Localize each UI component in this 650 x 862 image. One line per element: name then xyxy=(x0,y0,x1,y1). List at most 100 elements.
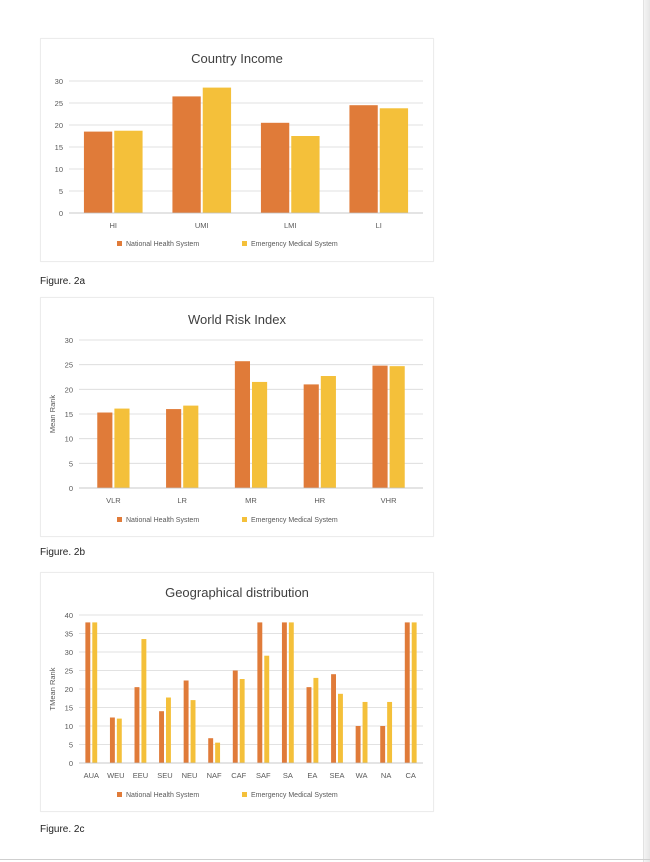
y-tick-label: 25 xyxy=(65,361,73,370)
x-tick-label: UMI xyxy=(195,221,209,230)
x-tick-label: EA xyxy=(307,771,317,780)
national-bar-li xyxy=(349,105,378,213)
emergency-bar-caf xyxy=(239,679,245,763)
national-bar-hr xyxy=(303,384,319,488)
national-bar-weu xyxy=(109,717,115,763)
emergency-bar-wa xyxy=(362,701,368,763)
chart-title: Country Income xyxy=(191,51,283,66)
x-tick-label: VHR xyxy=(381,496,397,505)
x-tick-label: SEU xyxy=(157,771,172,780)
y-tick-label: 20 xyxy=(65,685,73,694)
emergency-bar-ca xyxy=(411,622,417,763)
x-tick-label: NEU xyxy=(182,771,198,780)
emergency-bar-sa xyxy=(288,622,294,763)
x-tick-label: WEU xyxy=(107,771,125,780)
x-tick-label: LR xyxy=(177,496,187,505)
chart-title: World Risk Index xyxy=(188,312,287,327)
y-tick-label: 5 xyxy=(69,741,73,750)
emergency-bar-mr xyxy=(252,381,268,488)
legend-label: National Health System xyxy=(126,517,199,524)
emergency-bar-aua xyxy=(92,622,98,763)
national-bar-ca xyxy=(404,622,410,763)
y-tick-label: 20 xyxy=(55,121,63,130)
y-tick-label: 10 xyxy=(55,165,63,174)
national-bar-na xyxy=(380,726,386,763)
legend-swatch xyxy=(242,517,247,522)
emergency-bar-eeu xyxy=(141,639,147,763)
x-tick-label: LI xyxy=(376,221,382,230)
emergency-bar-na xyxy=(387,701,393,763)
national-bar-vhr xyxy=(372,365,388,488)
y-tick-label: 0 xyxy=(59,209,63,218)
emergency-bar-lr xyxy=(183,405,199,488)
y-axis-label: TMean Rank xyxy=(48,667,57,710)
x-tick-label: AUA xyxy=(84,771,99,780)
emergency-bar-sea xyxy=(338,693,343,763)
legend-swatch xyxy=(117,517,122,522)
y-tick-label: 10 xyxy=(65,435,73,444)
world-risk-index-chart: World Risk Index 0 5 10 15 20 25 30 Mean Rank VLR… xyxy=(40,297,434,537)
x-tick-label: WA xyxy=(356,771,368,780)
national-bar-neu xyxy=(183,680,189,763)
figure-2c-caption: Figure. 2c xyxy=(40,824,85,835)
y-tick-label: 40 xyxy=(65,611,73,620)
legend-swatch xyxy=(242,792,247,797)
national-bar-lmi xyxy=(260,122,290,213)
legend-swatch xyxy=(242,241,247,246)
x-tick-label: LMI xyxy=(284,221,297,230)
y-tick-label: 25 xyxy=(65,667,73,676)
emergency-bar-seu xyxy=(166,697,171,763)
national-bar-aua xyxy=(85,622,91,763)
emergency-bar-vhr xyxy=(389,366,405,488)
national-bar-sa xyxy=(281,622,287,763)
y-tick-label: 10 xyxy=(65,722,73,731)
national-bar-eeu xyxy=(134,687,140,763)
legend-swatch xyxy=(117,792,122,797)
y-axis-label: Mean Rank xyxy=(48,395,57,434)
national-bar-lr xyxy=(166,409,182,488)
geographical-distribution-chart: Geographical distribution 0 5 10 15 20 25 30 35 4… xyxy=(40,572,434,812)
y-tick-label: 30 xyxy=(65,336,73,345)
figure-2a-caption: Figure. 2a xyxy=(40,276,86,287)
y-tick-label: 15 xyxy=(65,704,73,713)
y-tick-label: 30 xyxy=(55,77,63,86)
legend-label: Emergency Medical System xyxy=(251,517,338,524)
page-edge-shadow xyxy=(643,0,650,862)
y-tick-label: 20 xyxy=(65,385,73,394)
emergency-bar-saf xyxy=(264,655,270,763)
emergency-bar-li xyxy=(379,108,409,213)
y-tick-label: 5 xyxy=(59,187,63,196)
page-bottom-rule xyxy=(0,859,650,860)
x-tick-label: CAF xyxy=(231,771,246,780)
national-bar-naf xyxy=(208,738,214,763)
national-bar-umi xyxy=(172,96,201,213)
legend-swatch xyxy=(117,241,122,246)
emergency-bar-hr xyxy=(320,376,336,488)
national-bar-ea xyxy=(306,687,312,763)
x-tick-label: HI xyxy=(110,221,118,230)
national-bar-saf xyxy=(257,622,263,763)
figure-2b-caption: Figure. 2b xyxy=(40,547,86,558)
national-bar-hi xyxy=(83,131,113,213)
country-income-svg: Country Income 0 5 10 15 20 25 30 HI UMI LMI LI Nati… xyxy=(55,51,423,248)
chart-title: Geographical distribution xyxy=(165,585,309,600)
y-tick-label: 5 xyxy=(69,459,73,468)
national-bar-wa xyxy=(355,726,361,763)
x-tick-label: SA xyxy=(283,771,293,780)
world-risk-index-svg: World Risk Index 0 5 10 15 20 25 30 Mean Rank VLR… xyxy=(48,312,423,524)
emergency-bar-naf xyxy=(215,742,221,763)
y-tick-label: 15 xyxy=(65,410,73,419)
x-tick-label: MR xyxy=(245,496,257,505)
emergency-bar-lmi xyxy=(291,136,320,213)
geographical-distribution-svg: Geographical distribution 0 5 10 15 20 25 30 35 4… xyxy=(48,585,423,799)
emergency-bar-vlr xyxy=(114,408,130,488)
x-tick-label: EEU xyxy=(133,771,148,780)
x-tick-label: NAF xyxy=(207,771,222,780)
x-tick-label: NA xyxy=(381,771,391,780)
y-tick-label: 0 xyxy=(69,759,73,768)
y-tick-label: 25 xyxy=(55,99,63,108)
y-tick-label: 35 xyxy=(65,630,73,639)
national-bar-mr xyxy=(234,361,250,488)
emergency-bar-weu xyxy=(116,718,122,763)
